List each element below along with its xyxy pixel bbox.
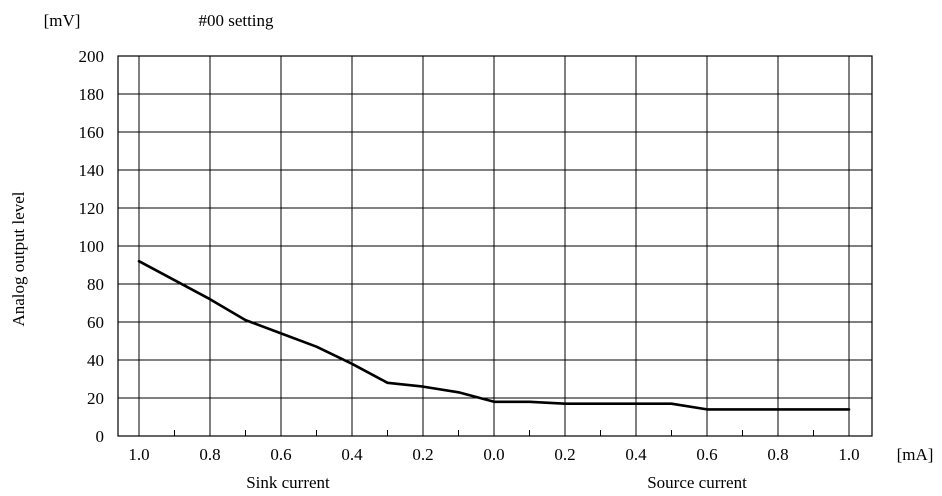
y-tick-label-200: 200 xyxy=(79,47,105,66)
plot-area-frame xyxy=(117,55,873,437)
series-line-0 xyxy=(137,259,851,411)
y-tick-label-40: 40 xyxy=(87,351,104,370)
y-tick-label-180: 180 xyxy=(79,85,105,104)
x-region-label-sink: Sink current xyxy=(246,473,330,492)
chart-title: #00 setting xyxy=(198,11,274,30)
x-tick-label-0: 1.0 xyxy=(128,445,149,464)
y-tick-label-100: 100 xyxy=(79,237,105,256)
x-tick-label-9: 0.8 xyxy=(767,445,788,464)
x-tick-label-2: 0.6 xyxy=(270,445,291,464)
y-tick-label-60: 60 xyxy=(87,313,104,332)
series-layer xyxy=(137,259,851,411)
y-unit-label: [mV] xyxy=(44,11,81,30)
y-tick-label-160: 160 xyxy=(79,123,105,142)
y-tick-label-0: 0 xyxy=(96,427,105,446)
y-tick-label-20: 20 xyxy=(87,389,104,408)
x-tick-label-7: 0.4 xyxy=(625,445,647,464)
x-tick-label-1: 0.8 xyxy=(199,445,220,464)
x-tick-label-3: 0.4 xyxy=(341,445,363,464)
x-tick-label-6: 0.2 xyxy=(554,445,575,464)
ticks xyxy=(174,430,814,436)
y-tick-label-80: 80 xyxy=(87,275,104,294)
y-tick-label-120: 120 xyxy=(79,199,105,218)
grid xyxy=(118,56,872,436)
x-tick-labels: 1.0 0.8 0.6 0.4 0.2 0.0 0.2 0.4 0.6 0.8 1.0 xyxy=(128,445,859,464)
x-tick-label-4: 0.2 xyxy=(412,445,433,464)
y-axis-label: Analog output level xyxy=(9,191,28,326)
x-tick-label-10: 1.0 xyxy=(838,445,859,464)
x-tick-label-8: 0.6 xyxy=(696,445,717,464)
y-tick-labels: 0 20 40 60 80 100 120 140 160 180 200 xyxy=(79,47,105,446)
y-tick-label-140: 140 xyxy=(79,161,105,180)
x-tick-label-5: 0.0 xyxy=(483,445,504,464)
x-unit-label: [mA] xyxy=(897,445,934,464)
x-region-label-source: Source current xyxy=(647,473,747,492)
